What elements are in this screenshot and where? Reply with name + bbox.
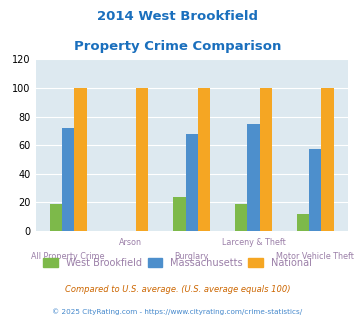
Text: © 2025 CityRating.com - https://www.cityrating.com/crime-statistics/: © 2025 CityRating.com - https://www.city… (53, 309, 302, 315)
Bar (50, 204, 62, 231)
Text: Compared to U.S. average. (U.S. average equals 100): Compared to U.S. average. (U.S. average … (65, 285, 290, 294)
Bar (173, 197, 186, 231)
Text: Arson: Arson (119, 238, 141, 247)
Bar (136, 88, 148, 231)
Bar (198, 88, 210, 231)
Bar (260, 88, 272, 231)
Text: Property Crime Comparison: Property Crime Comparison (74, 40, 281, 52)
Bar (247, 124, 260, 231)
Bar (297, 214, 309, 231)
Legend: West Brookfield, Massachusetts, National: West Brookfield, Massachusetts, National (39, 254, 316, 272)
Text: Motor Vehicle Theft: Motor Vehicle Theft (276, 251, 354, 261)
Text: Burglary: Burglary (175, 251, 209, 261)
Bar (321, 88, 334, 231)
Bar (235, 204, 247, 231)
Text: 2014 West Brookfield: 2014 West Brookfield (97, 10, 258, 23)
Bar (309, 149, 321, 231)
Bar (186, 134, 198, 231)
Bar (75, 88, 87, 231)
Text: Larceny & Theft: Larceny & Theft (222, 238, 285, 247)
Text: All Property Crime: All Property Crime (32, 251, 105, 261)
Bar (62, 128, 75, 231)
